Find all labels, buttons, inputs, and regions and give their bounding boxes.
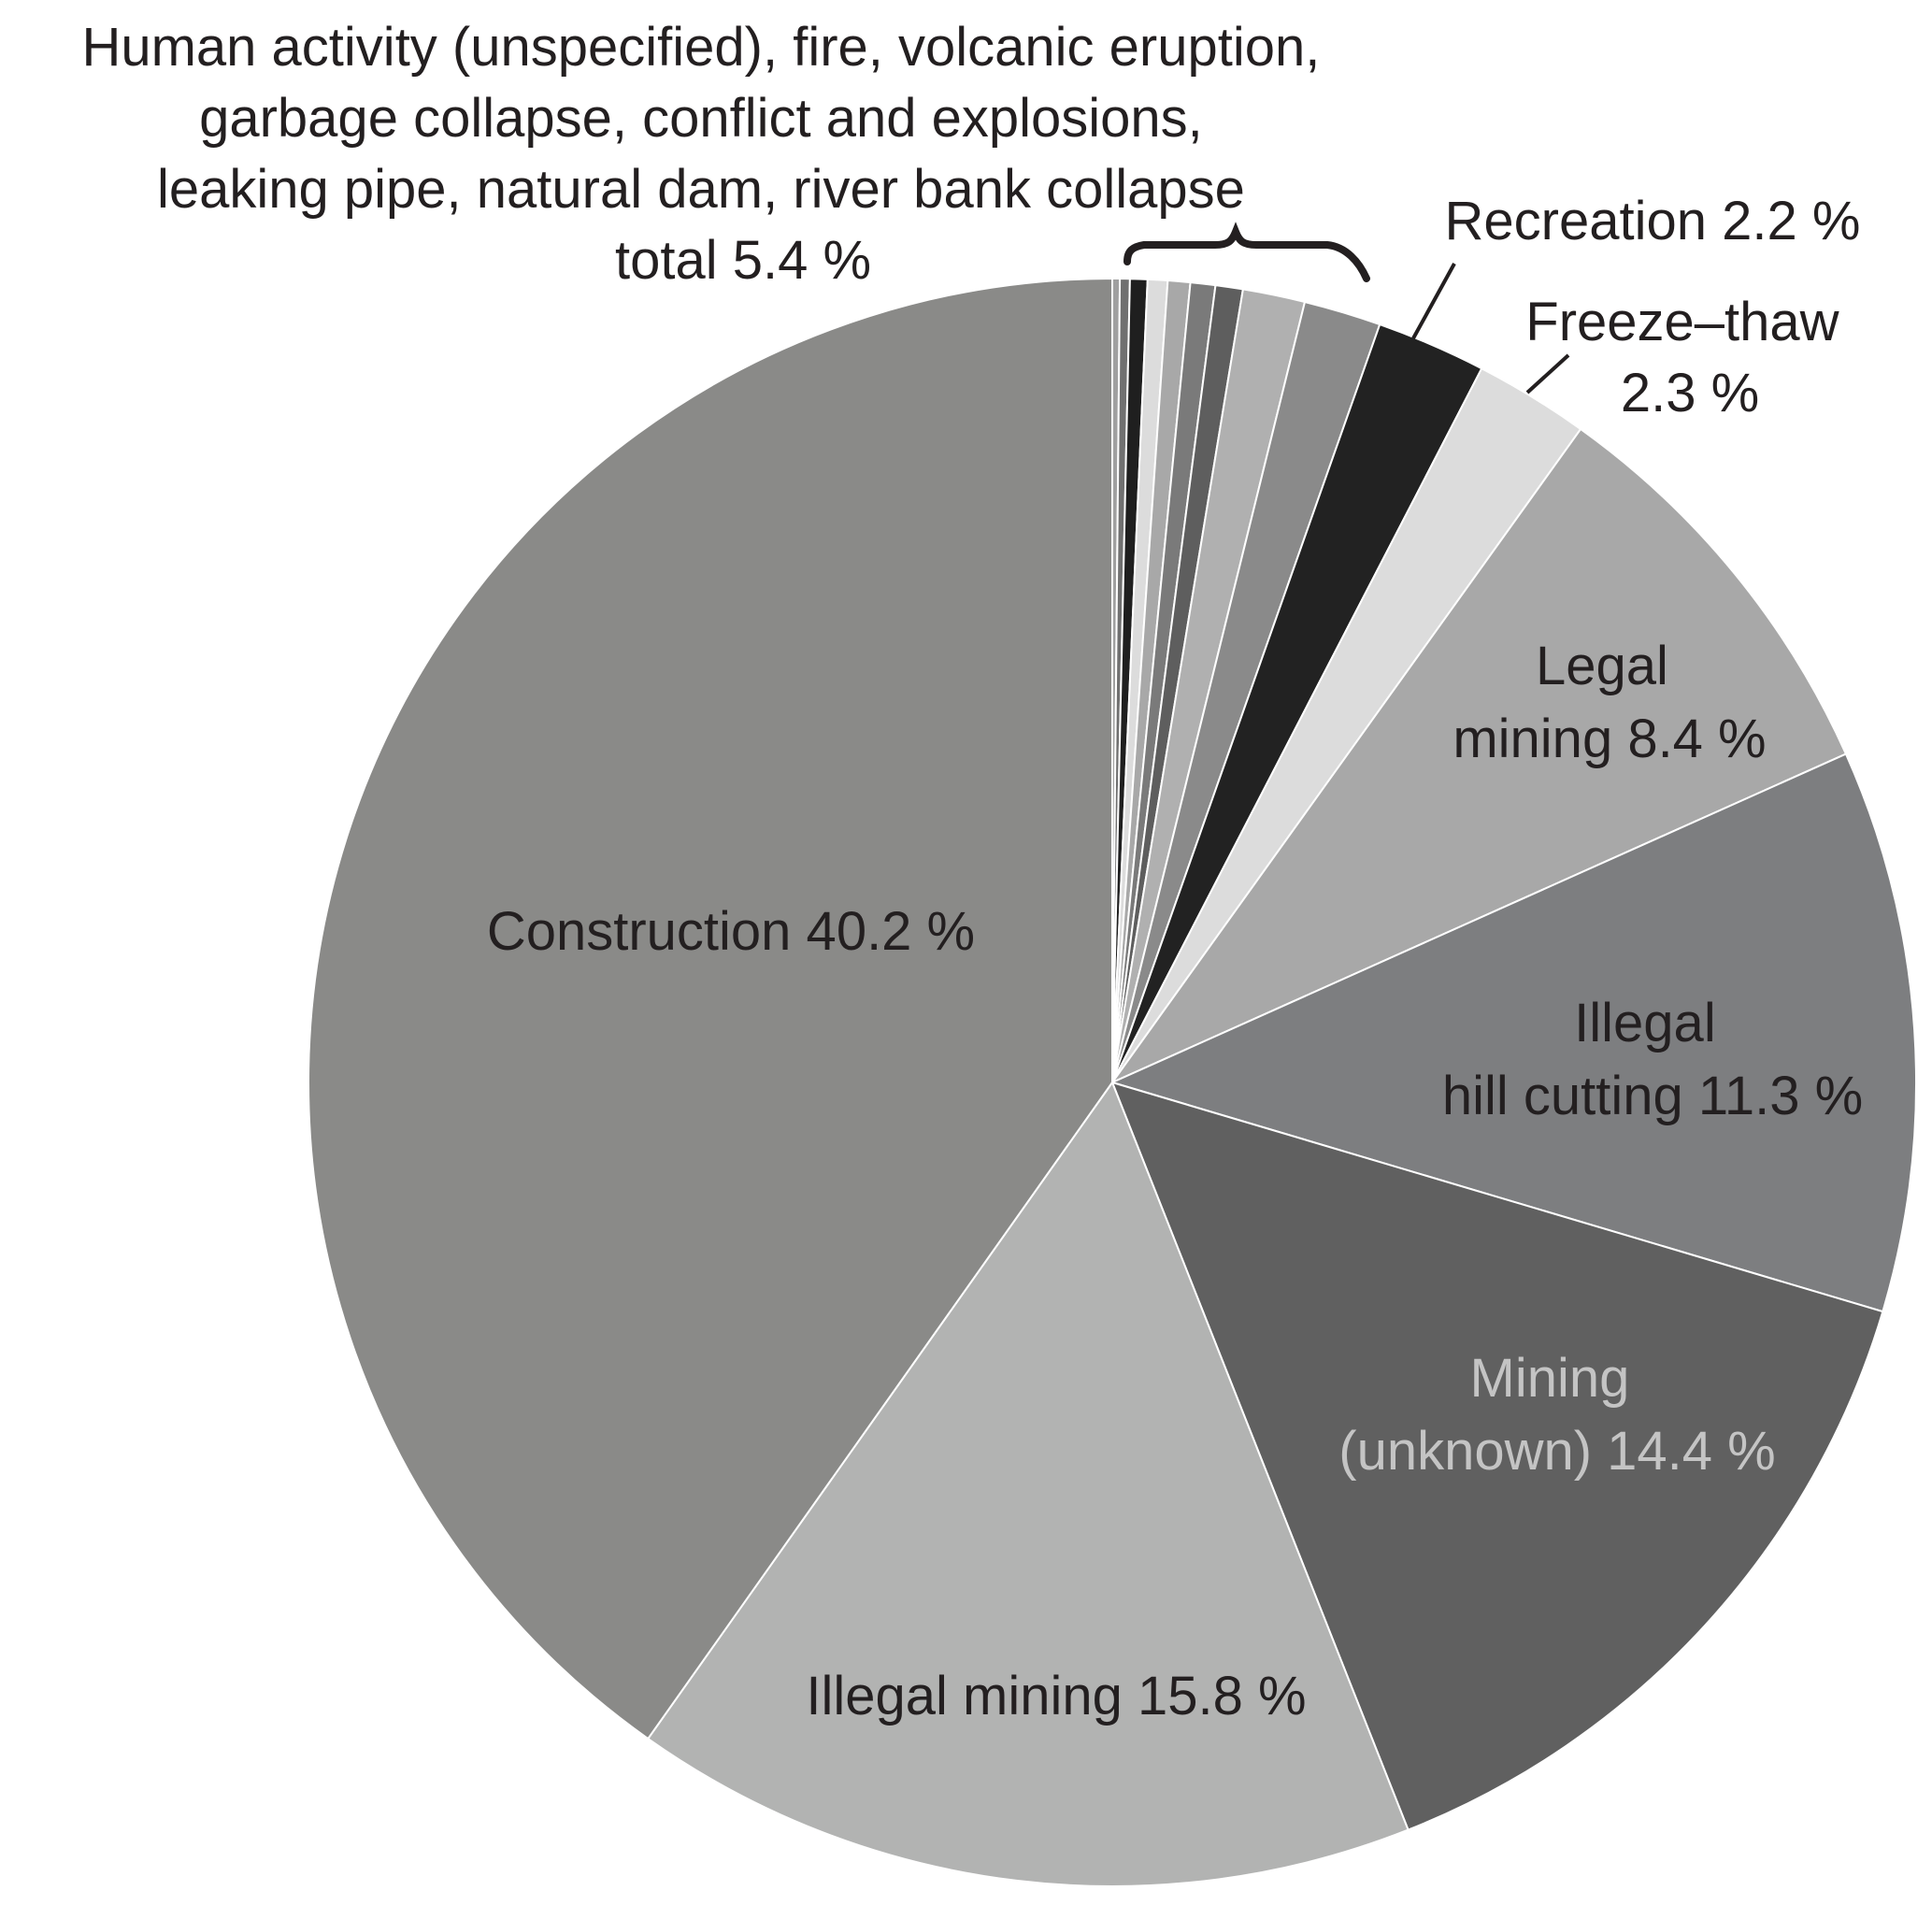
label-mining-unknown: Mining (unknown) 14.4 % — [1338, 1348, 1775, 1482]
label-legal-mining: Legal mining 8.4 % — [1453, 636, 1766, 769]
label-freeze-thaw: Freeze–thaw 2.3 % — [1525, 292, 1853, 423]
label-other-group: Human activity (unspecified), fire, volc… — [81, 17, 1335, 291]
slice-illegal-hill-cutting — [1109, 752, 1917, 1313]
label-other-line-1: Human activity (unspecified), fire, volc… — [81, 17, 1320, 78]
label-recreation: Recreation 2.2 % — [1445, 191, 1861, 251]
slice-legal-mining — [1109, 427, 1848, 1085]
slice-mining-unknown — [1110, 1081, 1884, 1831]
pie-slices — [308, 277, 1917, 1887]
label-illegal-mining: Illegal mining 15.8 % — [806, 1666, 1306, 1726]
slice-illegal-mining — [646, 1080, 1410, 1887]
label-construction: Construction 40.2 % — [487, 901, 975, 962]
label-other-line-2: garbage collapse, conflict and explosion… — [199, 88, 1203, 149]
freeze-thaw-leader-line — [1525, 353, 1570, 394]
other-group-bracket — [1123, 222, 1370, 282]
slice-labels: Human activity (unspecified), fire, volc… — [81, 17, 1863, 1726]
label-other-line-4: total 5.4 % — [615, 230, 871, 291]
label-other-line-3: leaking pipe, natural dam, river bank co… — [157, 159, 1245, 220]
slice-construction — [308, 277, 1113, 1740]
leader-lines — [1123, 222, 1570, 394]
label-illegal-hill-cutting: Illegal hill cutting 11.3 % — [1442, 993, 1863, 1126]
recreation-leader-line — [1411, 263, 1456, 339]
